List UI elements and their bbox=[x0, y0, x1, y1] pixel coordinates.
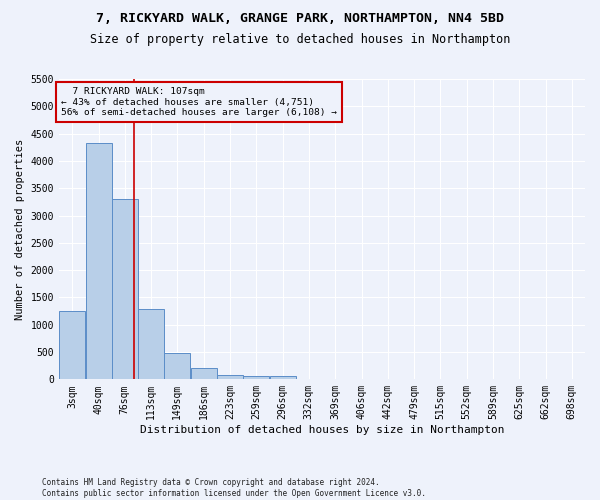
Bar bbox=[269, 376, 296, 380]
Bar bbox=[112, 199, 138, 380]
Bar bbox=[191, 368, 217, 380]
Bar bbox=[217, 374, 244, 380]
Bar bbox=[86, 143, 112, 380]
Text: 7, RICKYARD WALK, GRANGE PARK, NORTHAMPTON, NN4 5BD: 7, RICKYARD WALK, GRANGE PARK, NORTHAMPT… bbox=[96, 12, 504, 26]
Bar bbox=[59, 310, 85, 380]
Text: Size of property relative to detached houses in Northampton: Size of property relative to detached ho… bbox=[90, 32, 510, 46]
Bar bbox=[164, 352, 190, 380]
Bar bbox=[138, 310, 164, 380]
Text: 7 RICKYARD WALK: 107sqm
← 43% of detached houses are smaller (4,751)
56% of semi: 7 RICKYARD WALK: 107sqm ← 43% of detache… bbox=[61, 87, 337, 117]
Text: Contains HM Land Registry data © Crown copyright and database right 2024.
Contai: Contains HM Land Registry data © Crown c… bbox=[42, 478, 426, 498]
Y-axis label: Number of detached properties: Number of detached properties bbox=[15, 138, 25, 320]
Bar bbox=[243, 376, 269, 380]
X-axis label: Distribution of detached houses by size in Northampton: Distribution of detached houses by size … bbox=[140, 425, 504, 435]
